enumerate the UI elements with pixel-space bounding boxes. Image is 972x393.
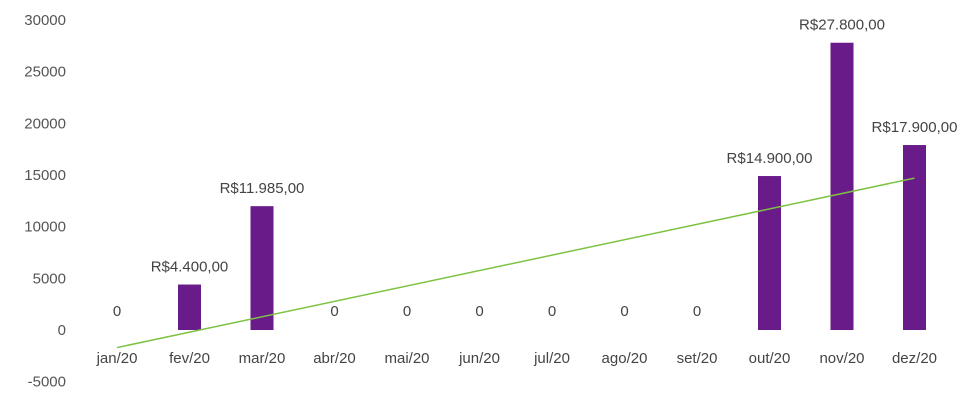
bars bbox=[178, 42, 926, 330]
x-tick-label: mar/20 bbox=[239, 350, 286, 367]
data-label: 0 bbox=[330, 303, 338, 320]
data-label: 0 bbox=[113, 303, 121, 320]
y-tick-label: 20000 bbox=[24, 115, 66, 132]
data-label: 0 bbox=[693, 303, 701, 320]
x-tick-label: jun/20 bbox=[458, 350, 500, 367]
y-tick-label: 5000 bbox=[33, 270, 66, 287]
data-label: R$27.800,00 bbox=[799, 17, 885, 34]
bar-mar-20 bbox=[250, 206, 274, 330]
y-tick-label: 10000 bbox=[24, 219, 66, 236]
x-tick-label: ago/20 bbox=[602, 350, 648, 367]
y-tick-label: 25000 bbox=[24, 64, 66, 81]
data-label: R$14.900,00 bbox=[727, 150, 813, 167]
trendline-group bbox=[116, 177, 915, 349]
trendline bbox=[116, 177, 915, 349]
data-label: 0 bbox=[403, 303, 411, 320]
bar-dez-20 bbox=[903, 145, 926, 330]
x-tick-label: fev/20 bbox=[169, 350, 210, 367]
data-label: R$11.985,00 bbox=[220, 180, 305, 197]
data-label: R$4.400,00 bbox=[151, 259, 229, 276]
data-label: R$17.900,00 bbox=[872, 119, 958, 136]
x-tick-label: jul/20 bbox=[533, 350, 570, 367]
x-axis-ticks: jan/20 fev/20 mar/20 abr/20 mai/20 jun/20 jul/… bbox=[96, 350, 937, 367]
bar-nov-20 bbox=[830, 42, 854, 330]
x-tick-label: out/20 bbox=[749, 350, 791, 367]
data-label: 0 bbox=[548, 303, 556, 320]
x-tick-label: jan/20 bbox=[96, 350, 138, 367]
bar-out-20 bbox=[758, 176, 781, 330]
x-tick-label: mai/20 bbox=[384, 350, 429, 367]
x-tick-label: dez/20 bbox=[892, 350, 937, 367]
data-label: 0 bbox=[620, 303, 628, 320]
x-tick-label: abr/20 bbox=[313, 350, 356, 367]
y-tick-label: 30000 bbox=[24, 12, 66, 29]
y-axis-ticks: -5000 0 5000 10000 15000 20000 25000 30000 bbox=[24, 12, 66, 391]
bar-fev-20 bbox=[178, 284, 201, 330]
data-label: 0 bbox=[475, 303, 483, 320]
data-labels: 0 R$4.400,00 R$11.985,00 0 0 0 0 0 0 R$14.900,00 R… bbox=[113, 17, 958, 320]
x-tick-label: nov/20 bbox=[819, 350, 864, 367]
x-tick-label: set/20 bbox=[677, 350, 718, 367]
y-tick-label: 0 bbox=[58, 322, 66, 339]
y-tick-label: 15000 bbox=[24, 167, 66, 184]
y-tick-label: -5000 bbox=[28, 374, 66, 391]
